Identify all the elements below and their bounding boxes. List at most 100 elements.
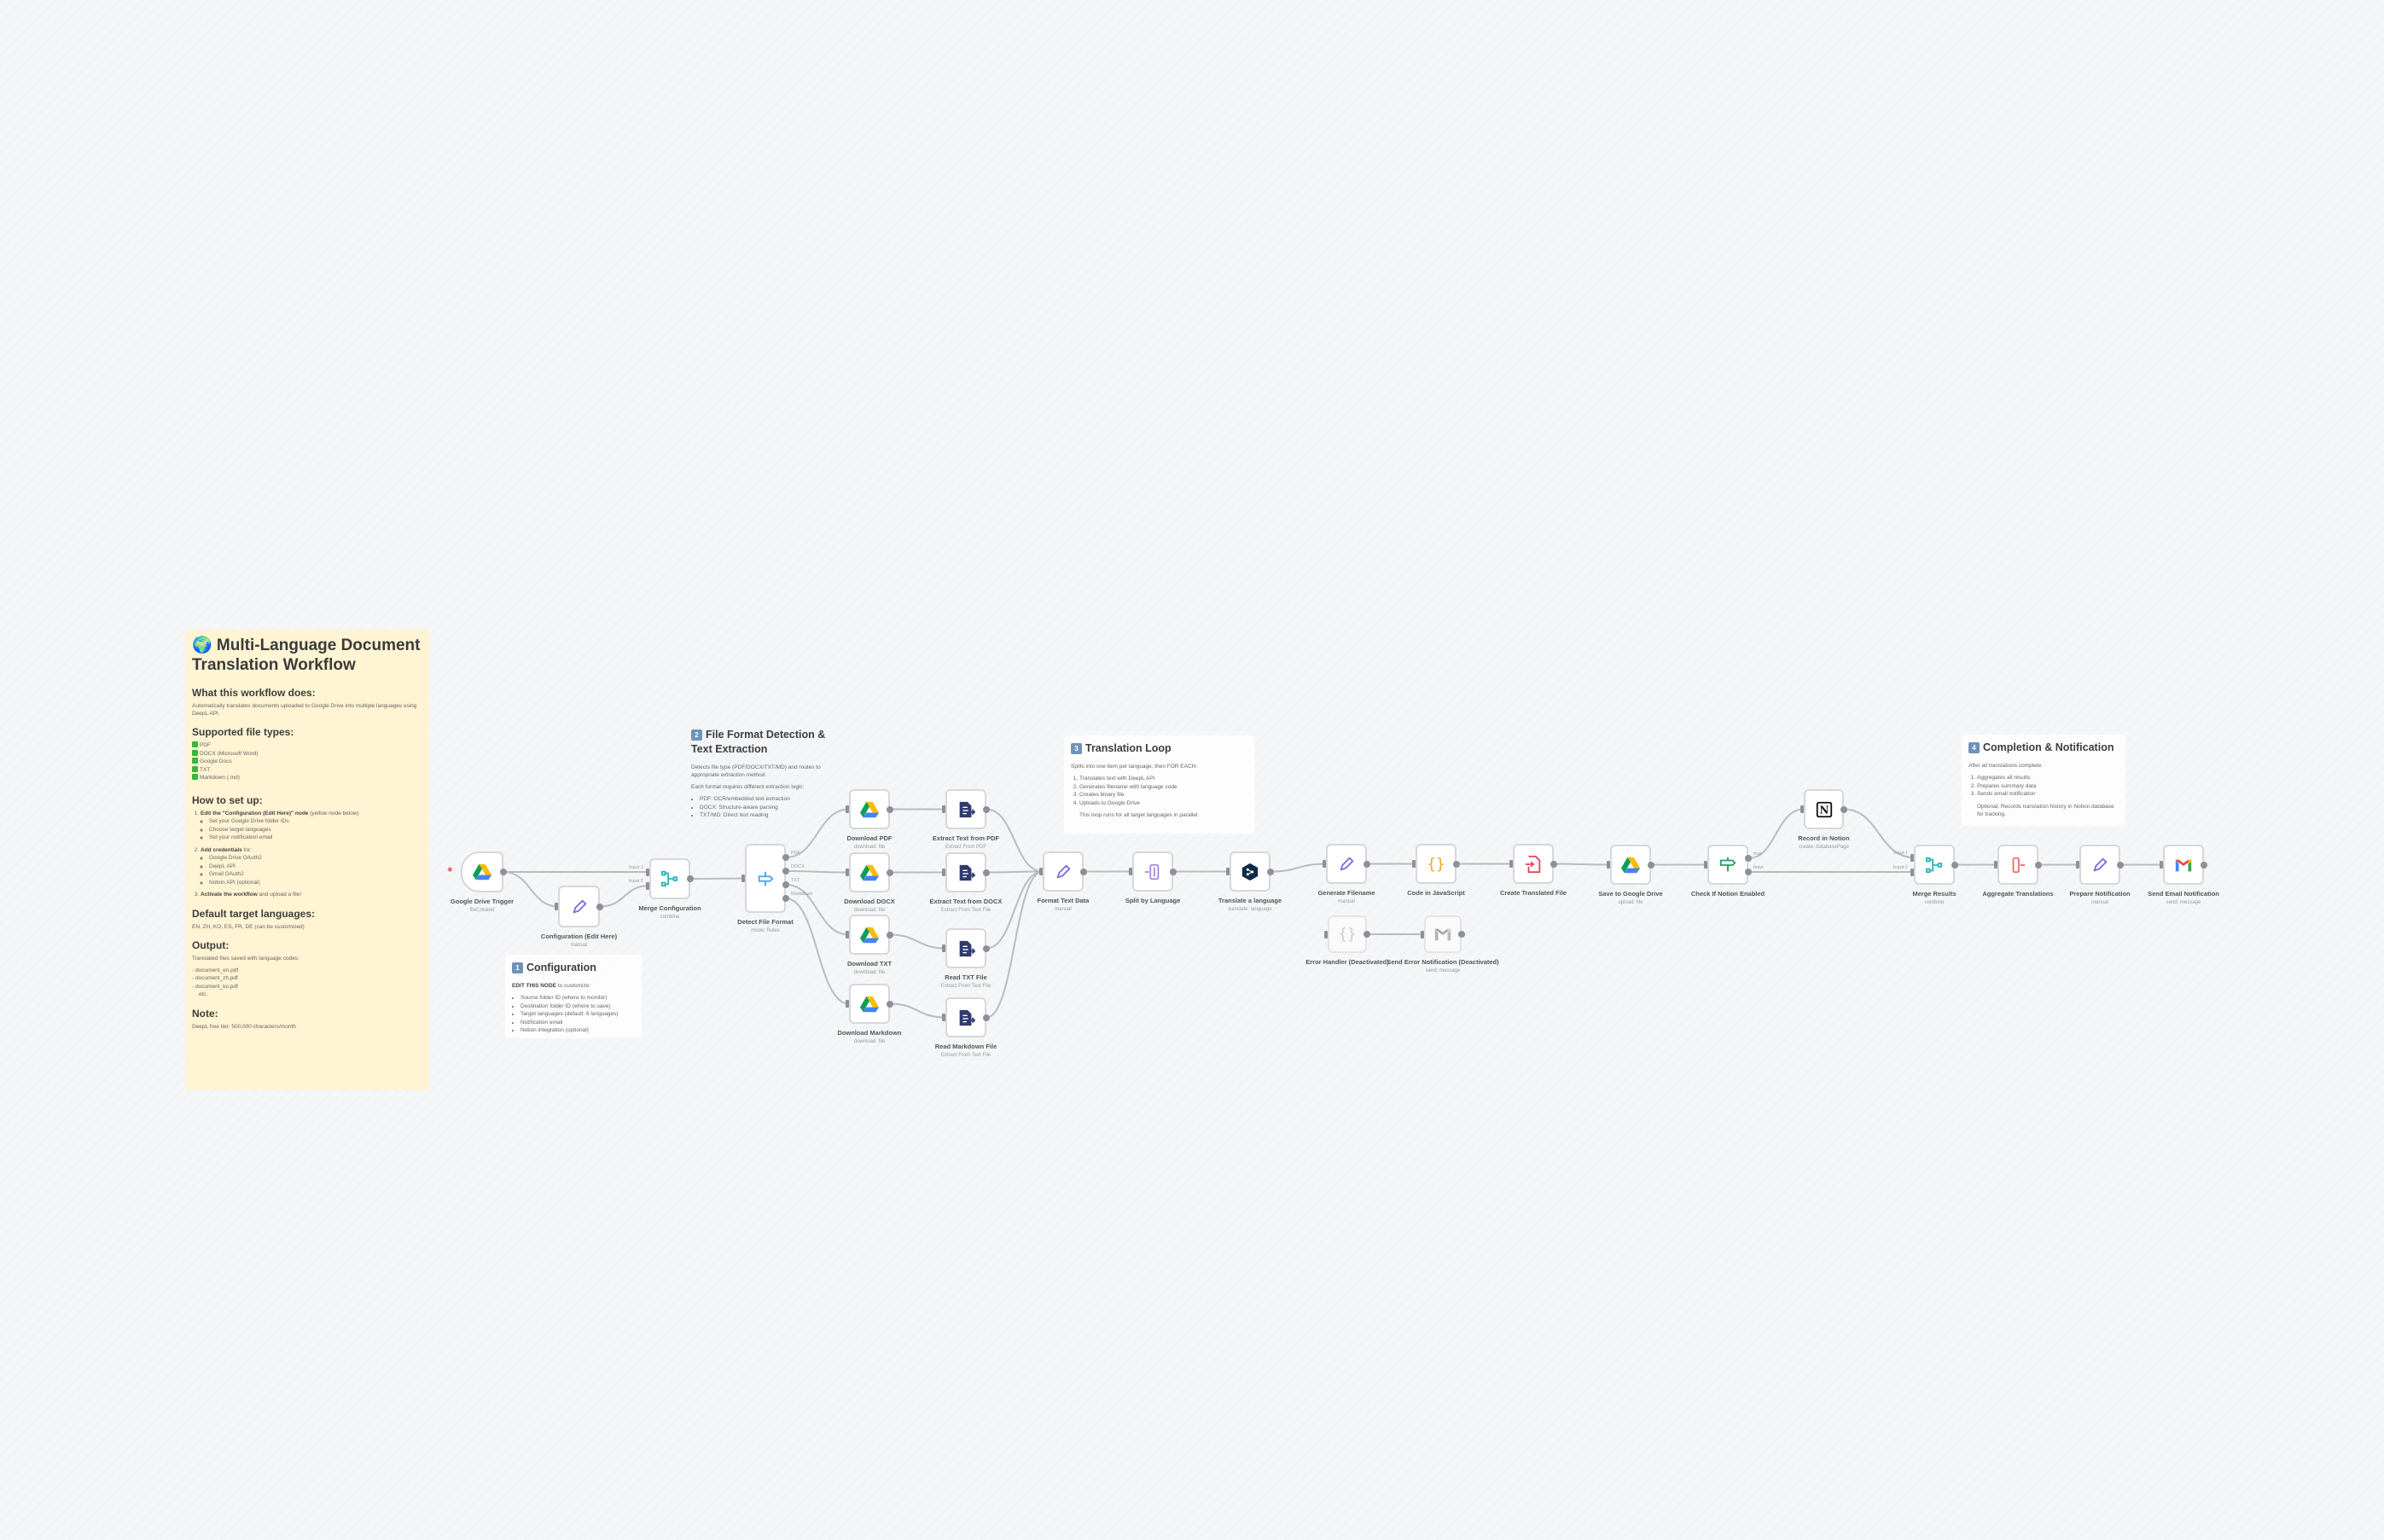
connection-dltxt-to-rdtxt[interactable] xyxy=(889,933,946,950)
output-port[interactable] xyxy=(596,903,603,910)
sticky-note-overview[interactable]: 🌍 Multi-Language Document Translation Wo… xyxy=(185,630,429,1090)
node-format[interactable] xyxy=(1043,851,1084,892)
output-port[interactable] xyxy=(1550,860,1557,868)
output-port[interactable] xyxy=(782,868,789,875)
node-aggr[interactable] xyxy=(1997,845,2038,885)
connection-detect-to-dlmd[interactable] xyxy=(785,898,850,1005)
connection-notion-to-mergeres[interactable] xyxy=(1843,808,1915,858)
node-mergecfg[interactable] xyxy=(649,858,690,899)
connection-config-to-mergecfg[interactable] xyxy=(599,885,650,908)
input-port[interactable] xyxy=(741,875,745,882)
output-port[interactable] xyxy=(1840,805,1847,813)
connection-rdtxt-to-format[interactable] xyxy=(986,870,1044,950)
node-expdf[interactable] xyxy=(945,789,986,829)
input-port[interactable] xyxy=(1324,930,1328,939)
output-port[interactable] xyxy=(1364,931,1370,938)
connection-rdmd-to-format[interactable] xyxy=(986,870,1044,1019)
connection-dlmd-to-rdmd[interactable] xyxy=(889,1002,946,1019)
input-port[interactable] xyxy=(942,1014,945,1021)
connection-expdf-to-format[interactable] xyxy=(986,808,1044,873)
input-port[interactable] xyxy=(942,869,945,876)
connection-translate-to-genname[interactable] xyxy=(1270,863,1327,873)
output-port[interactable] xyxy=(782,854,789,861)
connection-create-to-save[interactable] xyxy=(1553,863,1611,866)
node-translate[interactable] xyxy=(1230,851,1270,892)
node-check[interactable] xyxy=(1707,845,1748,885)
output-port[interactable] xyxy=(983,944,990,952)
input-port[interactable] xyxy=(1509,860,1513,868)
output-port[interactable] xyxy=(2117,861,2124,869)
output-port[interactable] xyxy=(1458,931,1465,938)
input-port[interactable] xyxy=(1226,868,1230,875)
output-port[interactable] xyxy=(687,875,694,882)
input-port[interactable] xyxy=(1607,861,1610,869)
input-port[interactable] xyxy=(846,805,849,813)
connection-mergecfg-to-detect[interactable] xyxy=(689,877,746,880)
connection-detect-to-dlpdf[interactable] xyxy=(785,808,850,858)
connection-trigger-to-config[interactable] xyxy=(503,871,559,908)
input-port[interactable] xyxy=(942,805,945,813)
node-create[interactable] xyxy=(1513,844,1554,884)
output-port[interactable] xyxy=(2035,861,2042,869)
input-port[interactable] xyxy=(1704,861,1707,869)
connection-exdocx-to-format[interactable] xyxy=(986,870,1044,874)
input-port[interactable] xyxy=(1910,868,1914,876)
output-port[interactable] xyxy=(887,1000,893,1008)
output-port[interactable] xyxy=(1170,868,1177,875)
output-port[interactable] xyxy=(887,805,893,813)
input-port[interactable] xyxy=(555,903,558,910)
input-port[interactable] xyxy=(942,944,945,952)
output-port[interactable] xyxy=(1267,868,1274,875)
connection-detect-to-dldocx[interactable] xyxy=(785,870,850,874)
output-port[interactable] xyxy=(1453,860,1460,868)
output-port[interactable] xyxy=(1648,861,1654,869)
node-config[interactable] xyxy=(558,886,600,927)
node-mergeres[interactable] xyxy=(1914,845,1955,885)
node-errmail[interactable] xyxy=(1424,915,1462,953)
input-port[interactable] xyxy=(1412,860,1416,868)
output-port[interactable] xyxy=(983,1014,990,1021)
node-code[interactable]: {} xyxy=(1416,844,1457,884)
output-port[interactable] xyxy=(2201,861,2207,869)
input-port[interactable] xyxy=(1129,868,1132,875)
connection-detect-to-dltxt[interactable] xyxy=(785,884,850,936)
node-trigger[interactable] xyxy=(461,851,503,892)
input-port[interactable] xyxy=(846,931,849,939)
output-port[interactable] xyxy=(1364,860,1370,868)
input-port[interactable] xyxy=(1421,930,1424,939)
output-port[interactable] xyxy=(1951,861,1958,869)
input-port[interactable] xyxy=(1994,861,1997,869)
sticky-note-configuration[interactable]: 1 Configuration EDIT THIS NODE to customi… xyxy=(505,955,642,1038)
sticky-note-translation-loop[interactable]: 3 Translation Loop Splits into one item p… xyxy=(1064,735,1254,834)
input-port[interactable] xyxy=(846,869,849,876)
node-rdmd[interactable] xyxy=(945,997,986,1037)
output-port[interactable] xyxy=(1745,855,1752,862)
input-port[interactable] xyxy=(846,1000,849,1008)
node-dltxt[interactable] xyxy=(849,915,890,955)
output-port[interactable] xyxy=(1080,868,1087,875)
output-port[interactable] xyxy=(983,869,990,876)
connection-check-to-notion[interactable] xyxy=(1747,808,1805,859)
input-port[interactable] xyxy=(646,868,649,876)
output-port[interactable] xyxy=(983,805,990,813)
output-port[interactable] xyxy=(1745,869,1752,875)
output-port[interactable] xyxy=(782,895,789,902)
input-port[interactable] xyxy=(2076,861,2079,869)
node-genname[interactable] xyxy=(1326,844,1367,884)
node-prep[interactable] xyxy=(2079,845,2120,885)
node-email[interactable] xyxy=(2163,845,2204,885)
output-port[interactable] xyxy=(887,931,893,939)
input-port[interactable] xyxy=(646,881,649,890)
node-notion[interactable]: N xyxy=(1804,789,1844,829)
node-dlmd[interactable] xyxy=(849,984,890,1024)
node-detect[interactable] xyxy=(745,844,786,913)
output-port[interactable] xyxy=(500,869,507,875)
node-errh[interactable]: {} xyxy=(1328,915,1367,953)
sticky-note-completion[interactable]: 4 Completion & Notification After all tra… xyxy=(1962,735,2125,826)
node-split[interactable] xyxy=(1132,851,1173,892)
output-port[interactable] xyxy=(887,869,893,876)
sticky-note-file-format[interactable]: 2 File Format Detection & Text Extraction… xyxy=(684,722,846,828)
input-port[interactable] xyxy=(2160,861,2163,869)
output-port[interactable] xyxy=(782,881,789,888)
input-port[interactable] xyxy=(1910,853,1914,862)
